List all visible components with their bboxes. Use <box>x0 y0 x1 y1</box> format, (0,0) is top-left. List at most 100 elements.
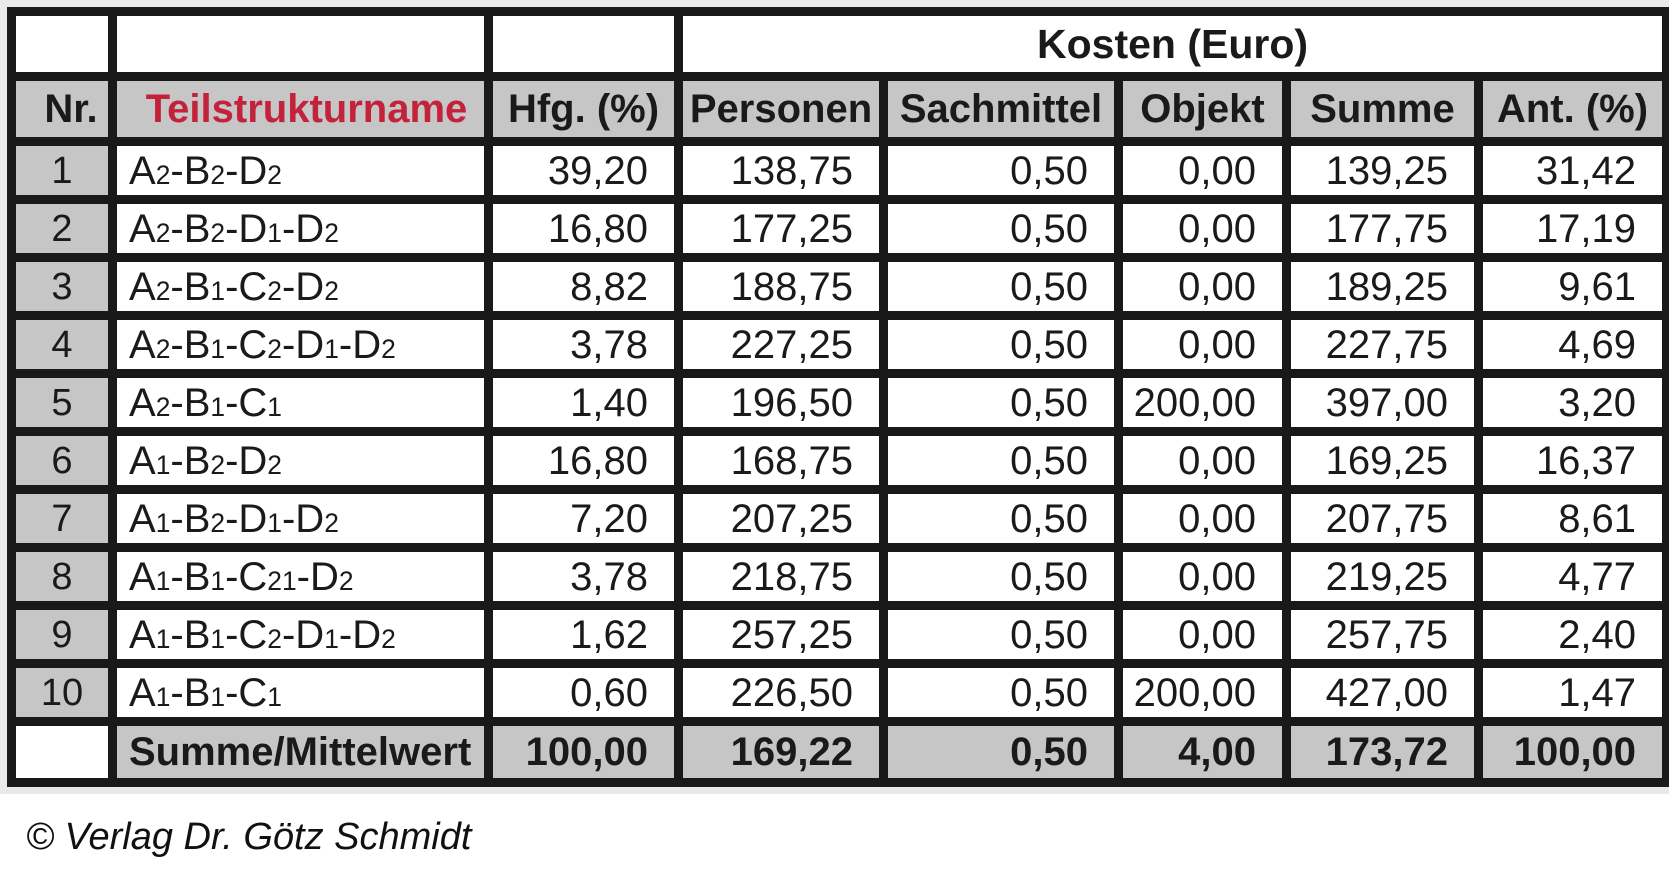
copyright-text: © Verlag Dr. Götz Schmidt <box>26 816 472 858</box>
total-personen-cell: 169,22 <box>674 717 888 787</box>
table-frame: Kosten (Euro) Nr. Teilstrukturname Hfg. … <box>0 0 1669 794</box>
total-summe-cell: 173,72 <box>1282 717 1483 787</box>
structure-name-cell: A1-B2-D1-D2 <box>108 485 493 552</box>
sachmittel-cell: 0,50 <box>879 543 1123 610</box>
ant-cell: 4,77 <box>1473 543 1669 610</box>
personen-cell: 226,50 <box>674 659 888 726</box>
objekt-cell: 0,00 <box>1114 543 1291 610</box>
objekt-cell: 0,00 <box>1114 137 1291 204</box>
table-row: 8 A1-B1-C21-D2 3,78 218,75 0,50 0,00 219… <box>7 543 1669 610</box>
kosten-euro-header: Kosten (Euro) <box>673 7 1669 81</box>
personen-cell: 207,25 <box>674 485 888 552</box>
summe-cell: 427,00 <box>1282 659 1483 726</box>
col-header-sachmittel: Sachmittel <box>879 72 1123 146</box>
total-ant-cell: 100,00 <box>1473 717 1669 787</box>
objekt-cell: 0,00 <box>1114 427 1291 494</box>
total-hfg-cell: 100,00 <box>484 717 683 787</box>
table-row: 5 A2-B1-C1 1,40 196,50 0,50 200,00 397,0… <box>7 369 1669 436</box>
personen-cell: 138,75 <box>674 137 888 204</box>
structure-name-cell: A1-B1-C1 <box>108 659 493 726</box>
cost-table: Kosten (Euro) Nr. Teilstrukturname Hfg. … <box>7 7 1669 787</box>
column-header-row: Nr. Teilstrukturname Hfg. (%) Personen S… <box>7 72 1669 146</box>
sachmittel-cell: 0,50 <box>879 485 1123 552</box>
hfg-cell: 1,62 <box>484 601 683 668</box>
ant-cell: 17,19 <box>1473 195 1669 262</box>
personen-cell: 168,75 <box>674 427 888 494</box>
summe-cell: 139,25 <box>1282 137 1483 204</box>
total-row: Summe/Mittelwert 100,00 169,22 0,50 4,00… <box>7 717 1669 787</box>
ant-cell: 8,61 <box>1473 485 1669 552</box>
row-number-cell: 10 <box>7 659 117 726</box>
ant-cell: 3,20 <box>1473 369 1669 436</box>
sachmittel-cell: 0,50 <box>879 369 1123 436</box>
table-head: Kosten (Euro) Nr. Teilstrukturname Hfg. … <box>7 7 1669 146</box>
objekt-cell: 0,00 <box>1114 195 1291 262</box>
objekt-cell: 0,00 <box>1114 311 1291 378</box>
table-row: 9 A1-B1-C2-D1-D2 1,62 257,25 0,50 0,00 2… <box>7 601 1669 668</box>
objekt-cell: 0,00 <box>1114 485 1291 552</box>
sachmittel-cell: 0,50 <box>879 195 1123 262</box>
table-row: 2 A2-B2-D1-D2 16,80 177,25 0,50 0,00 177… <box>7 195 1669 262</box>
row-number-cell: 1 <box>7 137 117 204</box>
structure-name-cell: A2-B2-D2 <box>108 137 493 204</box>
empty-cell-name <box>108 7 493 81</box>
table-row: 7 A1-B2-D1-D2 7,20 207,25 0,50 0,00 207,… <box>7 485 1669 552</box>
col-header-objekt: Objekt <box>1114 72 1291 146</box>
row-number-cell: 5 <box>7 369 117 436</box>
row-number-cell: 3 <box>7 253 117 320</box>
sachmittel-cell: 0,50 <box>879 311 1123 378</box>
structure-name-cell: A1-B1-C21-D2 <box>108 543 493 610</box>
table-body: 1 A2-B2-D2 39,20 138,75 0,50 0,00 139,25… <box>7 137 1669 787</box>
row-number-cell: 8 <box>7 543 117 610</box>
hfg-cell: 3,78 <box>484 311 683 378</box>
structure-name-cell: A2-B1-C1 <box>108 369 493 436</box>
hfg-cell: 39,20 <box>484 137 683 204</box>
col-header-ant: Ant. (%) <box>1473 72 1669 146</box>
table-row: 6 A1-B2-D2 16,80 168,75 0,50 0,00 169,25… <box>7 427 1669 494</box>
ant-cell: 9,61 <box>1473 253 1669 320</box>
summe-cell: 219,25 <box>1282 543 1483 610</box>
hfg-cell: 8,82 <box>484 253 683 320</box>
col-header-hfg: Hfg. (%) <box>484 72 683 146</box>
structure-name-cell: A2-B2-D1-D2 <box>108 195 493 262</box>
objekt-cell: 0,00 <box>1114 601 1291 668</box>
summe-cell: 207,75 <box>1282 485 1483 552</box>
structure-name-cell: A1-B2-D2 <box>108 427 493 494</box>
total-sachmittel-cell: 0,50 <box>879 717 1123 787</box>
structure-name-cell: A2-B1-C2-D2 <box>108 253 493 320</box>
total-row-empty-cell <box>7 717 117 787</box>
personen-cell: 196,50 <box>674 369 888 436</box>
hfg-cell: 16,80 <box>484 195 683 262</box>
ant-cell: 31,42 <box>1473 137 1669 204</box>
empty-cell-hfg <box>484 7 683 81</box>
sachmittel-cell: 0,50 <box>879 427 1123 494</box>
summe-cell: 257,75 <box>1282 601 1483 668</box>
personen-cell: 257,25 <box>674 601 888 668</box>
ant-cell: 4,69 <box>1473 311 1669 378</box>
ant-cell: 16,37 <box>1473 427 1669 494</box>
summe-cell: 397,00 <box>1282 369 1483 436</box>
summe-cell: 189,25 <box>1282 253 1483 320</box>
personen-cell: 218,75 <box>674 543 888 610</box>
hfg-cell: 16,80 <box>484 427 683 494</box>
table-row: 3 A2-B1-C2-D2 8,82 188,75 0,50 0,00 189,… <box>7 253 1669 320</box>
hfg-cell: 0,60 <box>484 659 683 726</box>
sachmittel-cell: 0,50 <box>879 253 1123 320</box>
row-number-cell: 9 <box>7 601 117 668</box>
col-header-summe: Summe <box>1282 72 1483 146</box>
hfg-cell: 3,78 <box>484 543 683 610</box>
personen-cell: 227,25 <box>674 311 888 378</box>
objekt-cell: 200,00 <box>1114 369 1291 436</box>
total-objekt-cell: 4,00 <box>1114 717 1291 787</box>
table-row: 1 A2-B2-D2 39,20 138,75 0,50 0,00 139,25… <box>7 137 1669 204</box>
hfg-cell: 1,40 <box>484 369 683 436</box>
table-row: 10 A1-B1-C1 0,60 226,50 0,50 200,00 427,… <box>7 659 1669 726</box>
col-header-personen: Personen <box>674 72 888 146</box>
summe-cell: 169,25 <box>1282 427 1483 494</box>
personen-cell: 177,25 <box>674 195 888 262</box>
ant-cell: 2,40 <box>1473 601 1669 668</box>
summe-cell: 177,75 <box>1282 195 1483 262</box>
objekt-cell: 200,00 <box>1114 659 1291 726</box>
empty-cell-nr <box>7 7 117 81</box>
total-label-cell: Summe/Mittelwert <box>108 717 493 787</box>
